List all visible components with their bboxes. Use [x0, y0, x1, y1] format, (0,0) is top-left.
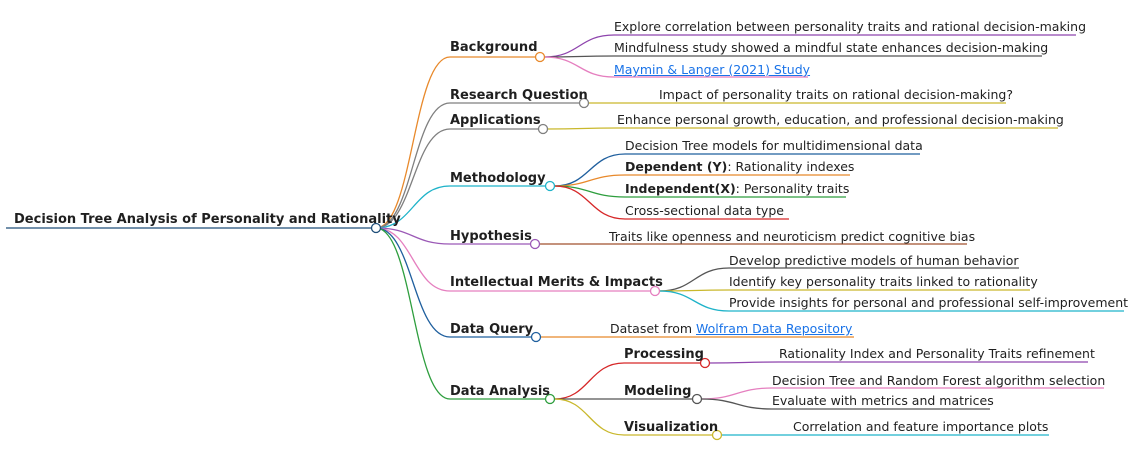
connector-ap1: [547, 127, 618, 130]
connector-m1: [554, 153, 626, 187]
branch-hypothesis[interactable]: Hypothesis: [450, 229, 532, 244]
leaf-data-query[interactable]: Dataset from Wolfram Data Repository: [610, 320, 852, 337]
connector-bg1: [544, 34, 615, 58]
connector-da-visualization: [554, 398, 625, 436]
node-toggle-applications[interactable]: [537, 123, 549, 135]
node-toggle-background[interactable]: [534, 51, 546, 63]
node-toggle-methodology[interactable]: [544, 180, 556, 192]
dependent-value: : Rationality indexes: [727, 159, 855, 174]
connector-root-merits: [375, 227, 451, 292]
leaf-applications[interactable]: Enhance personal growth, education, and …: [617, 112, 1064, 127]
leaf-merits-1[interactable]: Develop predictive models of human behav…: [729, 253, 1019, 268]
leaf-hypothesis[interactable]: Traits like openness and neuroticism pre…: [609, 229, 976, 244]
leaf-processing[interactable]: Rationality Index and Personality Traits…: [779, 346, 1095, 361]
connector-md1: [701, 387, 773, 400]
branch-methodology[interactable]: Methodology: [450, 171, 546, 186]
connector-md2: [701, 398, 773, 410]
node-toggle-dataanalysis[interactable]: [544, 393, 556, 405]
leaf-methodology-dependent[interactable]: Dependent (Y): Rationality indexes: [625, 158, 854, 175]
data-query-prefix: Dataset from: [610, 321, 696, 336]
leaf-visualization[interactable]: Correlation and feature importance plots: [793, 419, 1049, 434]
connector-root-methodology: [375, 185, 451, 229]
node-toggle-modeling[interactable]: [691, 393, 703, 405]
sub-visualization[interactable]: Visualization: [624, 420, 719, 435]
node-toggle-processing[interactable]: [699, 357, 711, 369]
independent-value: : Personality traits: [735, 181, 850, 196]
connector-root-research: [375, 102, 451, 229]
leaf-modeling-1[interactable]: Decision Tree and Random Forest algorith…: [772, 373, 1106, 388]
node-toggle-research[interactable]: [578, 97, 590, 109]
node-toggle-visualization[interactable]: [711, 429, 723, 441]
branch-applications[interactable]: Applications: [450, 113, 541, 128]
connector-p1: [709, 361, 780, 364]
connector-root-applications: [375, 128, 451, 229]
leaf-methodology-independent[interactable]: Independent(X): Personality traits: [625, 180, 849, 197]
dependent-label: Dependent (Y): [625, 159, 728, 174]
connector-i3: [659, 290, 730, 312]
leaf-methodology-1[interactable]: Decision Tree models for multidimensiona…: [625, 138, 923, 153]
link-maymin-langer[interactable]: Maymin & Langer (2021) Study: [614, 62, 811, 77]
node-toggle-hypothesis[interactable]: [529, 238, 541, 250]
connector-root-hypothesis: [375, 227, 451, 245]
leaf-merits-2[interactable]: Identify key personality traits linked t…: [729, 274, 1038, 289]
root-topic[interactable]: Decision Tree Analysis of Personality an…: [14, 212, 401, 227]
leaf-background-2[interactable]: Mindfulness study showed a mindful state…: [614, 40, 1049, 55]
connector-da-processing: [554, 362, 625, 400]
connector-root-dataanalysis: [375, 227, 451, 400]
node-toggle-dataquery[interactable]: [530, 331, 542, 343]
connector-i1: [659, 267, 730, 292]
connector-root-background: [375, 56, 451, 229]
leaf-merits-3[interactable]: Provide insights for personal and profes…: [729, 295, 1129, 310]
leaf-research-question[interactable]: Impact of personality traits on rational…: [659, 87, 1013, 102]
sub-modeling[interactable]: Modeling: [624, 384, 692, 399]
leaf-modeling-2[interactable]: Evaluate with metrics and matrices: [772, 393, 994, 408]
branch-data-query[interactable]: Data Query: [450, 322, 534, 337]
independent-label: Independent(X): [625, 181, 736, 196]
sub-processing[interactable]: Processing: [624, 347, 704, 362]
branch-intellectual-merits[interactable]: Intellectual Merits & Impacts: [450, 275, 663, 290]
leaf-methodology-4[interactable]: Cross-sectional data type: [625, 203, 784, 218]
connector-root-dataquery: [375, 227, 451, 338]
branch-research-question[interactable]: Research Question: [450, 88, 588, 103]
node-toggle-merits[interactable]: [649, 285, 661, 297]
connector-bg3: [544, 56, 615, 78]
connector-m4: [554, 185, 626, 220]
leaf-background-1[interactable]: Explore correlation between personality …: [614, 19, 1087, 34]
branch-background[interactable]: Background: [450, 40, 538, 55]
root-node-toggle[interactable]: [370, 222, 382, 234]
branch-data-analysis[interactable]: Data Analysis: [450, 384, 551, 399]
link-wolfram-repository[interactable]: Wolfram Data Repository: [696, 321, 853, 336]
